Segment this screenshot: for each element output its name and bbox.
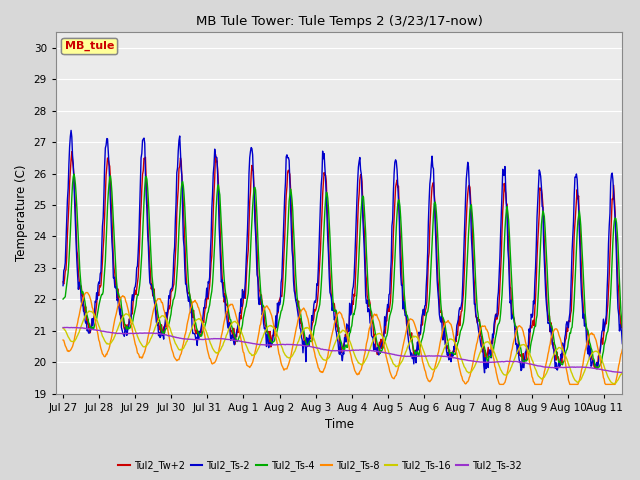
Tul2_Ts-16 bbox=[256, 342, 264, 348]
Tul2_Tw+2 bbox=[594, 366, 602, 372]
Tul2_Ts-4 bbox=[70, 171, 78, 177]
Tul2_Tw+2 bbox=[125, 316, 133, 322]
Tul2_Ts-8 bbox=[496, 382, 504, 387]
Tul2_Ts-16 bbox=[228, 320, 236, 325]
Tul2_Tw+2 bbox=[618, 318, 626, 324]
Tul2_Ts-8 bbox=[433, 358, 440, 364]
Tul2_Ts-32 bbox=[616, 370, 624, 375]
Tul2_Ts-32 bbox=[256, 342, 264, 348]
Tul2_Ts-4 bbox=[401, 300, 409, 306]
Tul2_Ts-16 bbox=[609, 381, 617, 387]
Tul2_Ts-4 bbox=[618, 324, 626, 330]
Tul2_Ts-16 bbox=[60, 325, 67, 331]
Tul2_Ts-32 bbox=[62, 324, 70, 330]
Tul2_Ts-4 bbox=[277, 308, 285, 314]
X-axis label: Time: Time bbox=[324, 419, 353, 432]
Tul2_Ts-2 bbox=[618, 341, 626, 347]
Tul2_Tw+2 bbox=[256, 288, 264, 294]
Tul2_Ts-4 bbox=[593, 366, 601, 372]
Tul2_Ts-4 bbox=[228, 325, 236, 331]
Tul2_Tw+2 bbox=[401, 310, 409, 315]
Tul2_Ts-16 bbox=[433, 364, 440, 370]
Tul2_Ts-16 bbox=[86, 308, 93, 314]
Tul2_Ts-4 bbox=[125, 325, 133, 331]
Legend: Tul2_Tw+2, Tul2_Ts-2, Tul2_Ts-4, Tul2_Ts-8, Tul2_Ts-16, Tul2_Ts-32: Tul2_Tw+2, Tul2_Ts-2, Tul2_Ts-4, Tul2_Ts… bbox=[115, 456, 525, 475]
Tul2_Ts-8 bbox=[125, 313, 133, 319]
Tul2_Tw+2 bbox=[277, 293, 285, 299]
Line: Tul2_Ts-2: Tul2_Ts-2 bbox=[63, 131, 622, 373]
Tul2_Ts-2 bbox=[60, 283, 67, 288]
Tul2_Ts-2 bbox=[256, 295, 264, 301]
Line: Tul2_Ts-32: Tul2_Ts-32 bbox=[63, 327, 622, 372]
Tul2_Ts-8 bbox=[60, 337, 67, 343]
Tul2_Ts-2 bbox=[67, 128, 75, 133]
Tul2_Ts-32 bbox=[125, 331, 133, 336]
Tul2_Ts-8 bbox=[256, 323, 264, 329]
Tul2_Tw+2 bbox=[68, 149, 76, 155]
Tul2_Ts-4 bbox=[60, 296, 67, 302]
Tul2_Tw+2 bbox=[228, 331, 236, 336]
Tul2_Ts-8 bbox=[277, 360, 285, 366]
Tul2_Ts-2 bbox=[277, 280, 285, 286]
Tul2_Ts-32 bbox=[618, 370, 626, 375]
Tul2_Ts-8 bbox=[618, 347, 626, 352]
Line: Tul2_Tw+2: Tul2_Tw+2 bbox=[63, 152, 622, 369]
Tul2_Ts-16 bbox=[401, 351, 409, 357]
Tul2_Ts-2 bbox=[433, 258, 440, 264]
Tul2_Ts-2 bbox=[401, 312, 409, 318]
Tul2_Ts-32 bbox=[401, 353, 409, 359]
Tul2_Ts-4 bbox=[433, 210, 440, 216]
Tul2_Ts-32 bbox=[60, 324, 67, 330]
Tul2_Ts-8 bbox=[228, 301, 236, 307]
Tul2_Ts-2 bbox=[125, 316, 133, 322]
Tul2_Ts-32 bbox=[228, 337, 236, 343]
Tul2_Ts-16 bbox=[125, 313, 133, 319]
Tul2_Tw+2 bbox=[60, 279, 67, 285]
Line: Tul2_Ts-8: Tul2_Ts-8 bbox=[63, 292, 622, 384]
Title: MB Tule Tower: Tule Temps 2 (3/23/17-now): MB Tule Tower: Tule Temps 2 (3/23/17-now… bbox=[196, 15, 483, 28]
Legend: MB_tule: MB_tule bbox=[61, 37, 117, 54]
Tul2_Ts-16 bbox=[618, 370, 626, 376]
Tul2_Ts-2 bbox=[228, 332, 236, 337]
Line: Tul2_Ts-4: Tul2_Ts-4 bbox=[63, 174, 622, 369]
Tul2_Ts-8 bbox=[83, 289, 91, 295]
Tul2_Ts-8 bbox=[401, 334, 409, 339]
Y-axis label: Temperature (C): Temperature (C) bbox=[15, 165, 28, 261]
Tul2_Ts-2 bbox=[481, 370, 488, 376]
Tul2_Ts-16 bbox=[277, 342, 285, 348]
Tul2_Tw+2 bbox=[433, 238, 440, 244]
Line: Tul2_Ts-16: Tul2_Ts-16 bbox=[63, 311, 622, 384]
Tul2_Ts-4 bbox=[256, 277, 264, 283]
Tul2_Ts-32 bbox=[277, 342, 285, 348]
Tul2_Ts-32 bbox=[433, 353, 440, 359]
